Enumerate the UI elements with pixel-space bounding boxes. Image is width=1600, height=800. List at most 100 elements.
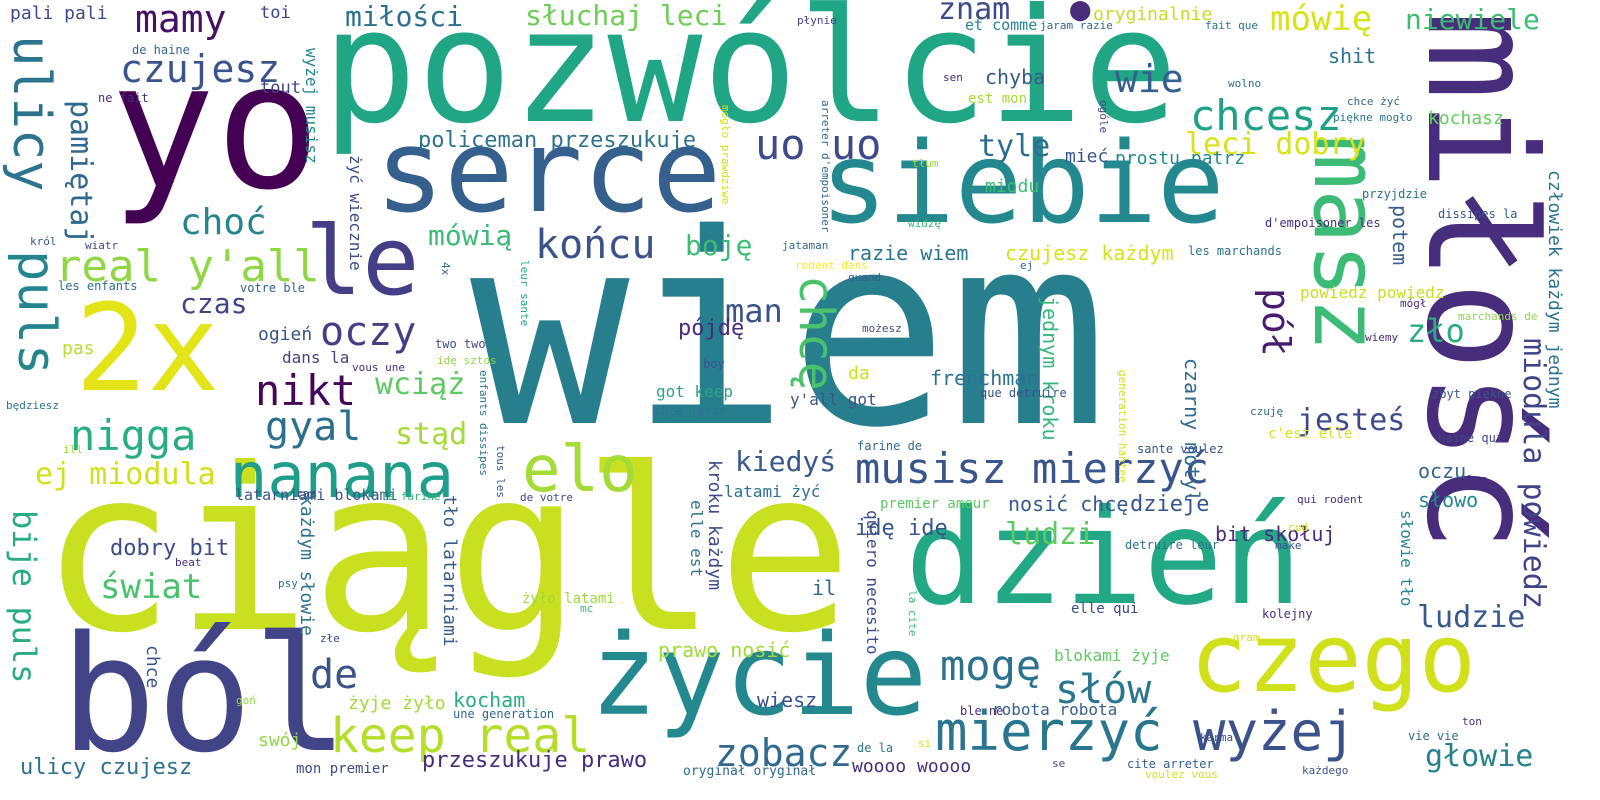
word-zyc-wiecznie: żyć wiecznie (346, 155, 365, 271)
word-leci-dobry: leci dobry (1185, 127, 1366, 162)
word-przyjdzie: przyjdzie (1362, 187, 1428, 201)
word-ej: ej (1020, 259, 1034, 272)
word-zobacz: zobacz (715, 731, 853, 775)
word-czujesz-kazdym: czujesz każdym (1005, 241, 1174, 265)
word-powiedz-powiedz: powiedz powiedz (1300, 283, 1445, 302)
word-dobry-bit: dobry bit (110, 536, 230, 561)
word-miodu: miodu (985, 176, 1040, 197)
word-zbyt-piekne: zbyt piękne (1432, 387, 1512, 401)
word-masz: masz (1293, 135, 1398, 352)
word-et-comme: et comme (965, 16, 1038, 34)
word-beat: beat (175, 556, 202, 569)
word-psy: psy (278, 577, 298, 590)
word-woooo: woooo woooo (852, 756, 972, 777)
word-elo: elo (522, 433, 638, 507)
word-enfants-dissipes: enfants dissipes (477, 370, 490, 476)
word-stad: stąd (395, 417, 468, 452)
word-kiedys: kiedyś (735, 445, 837, 478)
word-wyzej-musisz: wyżej musisz (302, 48, 321, 164)
word-dzieje: dzieje (1130, 492, 1210, 517)
word-ne-fait: ne fait (98, 91, 149, 105)
word-prostu-patrz: prostu patrz (1115, 148, 1246, 169)
word-jestes: jesteś (1297, 403, 1406, 438)
word-dans-la: dans la (282, 348, 350, 367)
word-chce-small: chce (142, 645, 163, 689)
word-wciaz: wciąż (375, 367, 466, 402)
word-jataman: jataman (782, 239, 829, 252)
word-pojde: pójdę (678, 316, 745, 341)
word-zle: złe (320, 632, 340, 645)
word-ill: ill (63, 443, 83, 456)
word-kochasz: kochasz (1428, 108, 1504, 129)
word-moge: mogę (940, 641, 1042, 690)
word-milosci: miłości (345, 0, 464, 33)
word-yall-got: y'all got (790, 390, 877, 409)
word-de-la: de la (857, 741, 894, 755)
word-pol: pół (1254, 288, 1298, 357)
word-lez: łez (1467, 473, 1487, 486)
word-chce-jaram: chcę jaram (654, 404, 727, 418)
word-koncu: końcu (535, 222, 656, 268)
word-cud: cud (1288, 521, 1308, 534)
word-kazdym-slowie: każdym słowie (296, 495, 317, 636)
word-pas: pas (62, 338, 95, 359)
word-pamietaj: pamiętaj (63, 100, 98, 245)
word-wolno: wolno (1228, 77, 1262, 90)
word-mogl: mógł (1400, 297, 1427, 310)
word-bit-skoluj: bit skołuj (1215, 522, 1336, 546)
word-vie-vie: vie vie (1408, 729, 1459, 743)
word-shit: shit (1328, 44, 1377, 68)
word-mc: mc (580, 602, 594, 615)
word-ludzi: ludzi (1005, 517, 1096, 552)
word-chcesz: chcesz (1190, 91, 1342, 140)
word-gon: goń (236, 694, 256, 707)
word-wiatr: wiatr (85, 239, 119, 252)
word-czas: czas (180, 287, 248, 320)
word-tous-les: tous les (494, 445, 507, 498)
word-man: man (725, 292, 783, 330)
word-slowo: słowo (1418, 488, 1479, 512)
word-mon-premier: mon premier (296, 761, 389, 777)
word-ulicy: ulicy (1, 35, 61, 192)
word-sluchaj-leci: słuchaj leci (525, 0, 728, 32)
word-votre-ble: votre ble (240, 281, 306, 295)
word-2x: 2x (75, 280, 220, 419)
word-de-haine: de haine (132, 43, 190, 57)
word-swiat: świat (100, 567, 203, 607)
word-piekne-moglo: piękne mogło (1333, 111, 1413, 124)
word-oryginalnie: oryginalnie (1093, 4, 1213, 25)
word-elle-est: elle est (687, 500, 706, 578)
word-arreter-d: arreter d'empoisoner (819, 100, 832, 233)
word-les-marchands: les marchands (1188, 244, 1282, 258)
word-dzien: dzień (905, 481, 1303, 635)
word-marchands-de: marchands de (1458, 310, 1538, 323)
word-got-keep: got keep (656, 382, 734, 401)
word-glowie: głowie (1425, 739, 1534, 774)
word-niewiele: niewiele (1405, 3, 1540, 36)
word-real-yall: real y'all (55, 241, 320, 292)
word-uo-uo: uo uo (755, 120, 882, 169)
word-quiero: quiero necesito (863, 510, 882, 655)
word-quand: quand (848, 271, 882, 284)
word-swoj: swój (258, 730, 302, 751)
word-policeman-przeszukuje: policeman przeszukuje (418, 128, 697, 153)
word-ej-miodula: ej miodula (35, 457, 216, 492)
word-boy: boy (703, 357, 725, 371)
word-zycie: życie (590, 611, 928, 741)
word-bedziesz: będziesz (6, 399, 59, 412)
word-nosic-chce: nosić chcę (1008, 492, 1129, 516)
word-slowie-tlo: słowie tło (1397, 510, 1416, 607)
word-voulez-vous: voulez vous (1145, 768, 1218, 781)
word-czujesz: czujesz (120, 47, 281, 91)
word-siebie: siebie (820, 119, 1225, 249)
word-vous-une: vous une (352, 361, 405, 374)
word-miodula-powiedz: miodula powiedz (1516, 338, 1551, 609)
word-ciagle: ciągle (40, 421, 853, 683)
word-dissipes-la: dissipes la (1438, 207, 1518, 221)
word-c-est-elle: c'est elle (1268, 426, 1353, 442)
word-przeszukuje-prawo: przeszukuje prawo (422, 748, 648, 773)
word-boje: boję (685, 229, 753, 262)
word-nigga: nigga (70, 411, 197, 460)
word-zyje-zylo: żyje żyło (348, 693, 446, 714)
word-qui-rodent: qui rodent (1297, 493, 1364, 506)
